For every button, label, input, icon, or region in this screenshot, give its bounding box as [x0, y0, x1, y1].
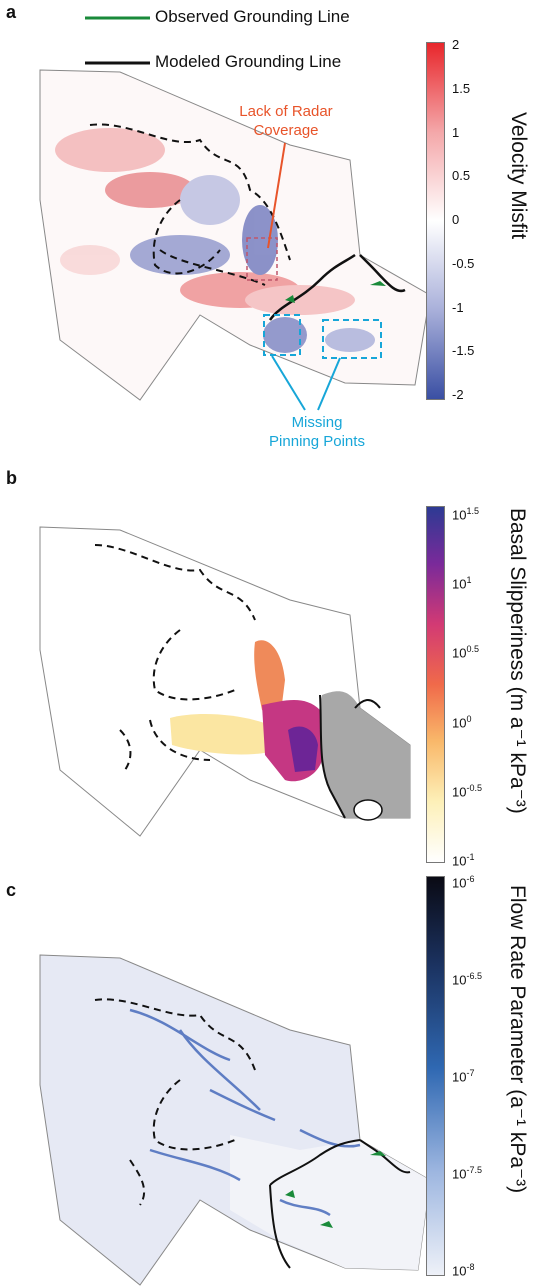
- velocity-misfit-tick-label: 1: [452, 124, 460, 140]
- flow-rate-label: Flow Rate Parameter (a⁻¹ kPa⁻³): [506, 885, 529, 1194]
- flow-rate-tick-label: 10-7: [452, 1068, 475, 1085]
- flow-rate-tick-label: 10-6: [452, 874, 475, 891]
- panel-c-floating-shelf: [230, 1135, 430, 1270]
- basal-slipperiness-tick-label: 100: [452, 713, 472, 730]
- slipperiness-field-orange: [254, 640, 285, 720]
- radar-leader-line: [267, 142, 286, 249]
- velocity-misfit-tick-label: 1.5: [452, 80, 471, 96]
- velocity-misfit-tick-label: -1.5: [452, 343, 475, 359]
- panel-a-letter: a: [6, 2, 17, 22]
- pinning-box-right: [322, 319, 382, 359]
- panel-a-modeled-grounding-line: [89, 123, 291, 286]
- basal-slipperiness-colorbar: [426, 506, 445, 863]
- basal-slipperiness-tick-label: 10-1: [452, 852, 475, 869]
- panel-b-modeled-grounding-line: [94, 544, 256, 771]
- pinning-leader-right: [317, 357, 341, 411]
- panel-a-observed-green: [285, 281, 386, 303]
- pinning-points-annotation: Missing Pinning Points: [255, 413, 379, 451]
- radar-annotation-line1: Lack of Radar: [239, 103, 333, 120]
- panel-b-island: [353, 799, 383, 821]
- radar-coverage-annotation: Lack of Radar Coverage: [224, 102, 348, 140]
- flow-rate-colorbar: [426, 876, 445, 1276]
- panel-c-modeled-grounding-line: [94, 998, 256, 1206]
- pinning-annotation-line1: Missing: [291, 414, 343, 431]
- panel-a-observed-grounding-line: [268, 253, 406, 321]
- slipperiness-field-yellow: [170, 714, 270, 755]
- panel-b-letter: b: [6, 468, 17, 488]
- basal-slipperiness-tick-label: 100.5: [452, 644, 479, 661]
- flow-rate-tick-label: 10-8: [452, 1262, 475, 1279]
- radar-annotation-line2: Coverage: [253, 122, 319, 139]
- panel-c-letter: c: [6, 880, 17, 900]
- flow-rate-tick-label: 10-7.5: [452, 1165, 482, 1182]
- velocity-misfit-tick-label: 0: [452, 212, 460, 227]
- velocity-misfit-tick-label: -2: [452, 387, 464, 402]
- panel-b-grounding-line: [319, 694, 381, 819]
- velocity-misfit-colorbar: [426, 42, 445, 400]
- legend-modeled-label: Modeled Grounding Line: [155, 52, 342, 71]
- velocity-misfit-tick-label: -0.5: [452, 255, 475, 271]
- velocity-misfit-tick-label: -1: [452, 299, 464, 315]
- basal-slipperiness-tick-label: 101.5: [452, 506, 479, 523]
- basal-slipperiness-tick-label: 10-0.5: [452, 782, 482, 800]
- flow-rate-tick-label: 10-6.5: [452, 971, 482, 988]
- grounded-ice-region: [317, 691, 410, 818]
- pinning-box-left: [263, 314, 301, 356]
- legend-observed-label: Observed Grounding Line: [155, 7, 350, 26]
- pinning-leader-left: [271, 355, 306, 411]
- velocity-misfit-tick-label: 0.5: [452, 168, 471, 184]
- panel-c-grounding-line: [269, 1139, 411, 1269]
- slipperiness-field-purple: [288, 726, 318, 772]
- velocity-misfit-tick-label: 2: [452, 37, 460, 52]
- pinning-annotation-line2: Pinning Points: [269, 433, 365, 450]
- flow-rate-field: [129, 1008, 361, 1217]
- basal-slipperiness-tick-label: 101: [452, 575, 472, 592]
- radar-gap-box: [246, 237, 278, 281]
